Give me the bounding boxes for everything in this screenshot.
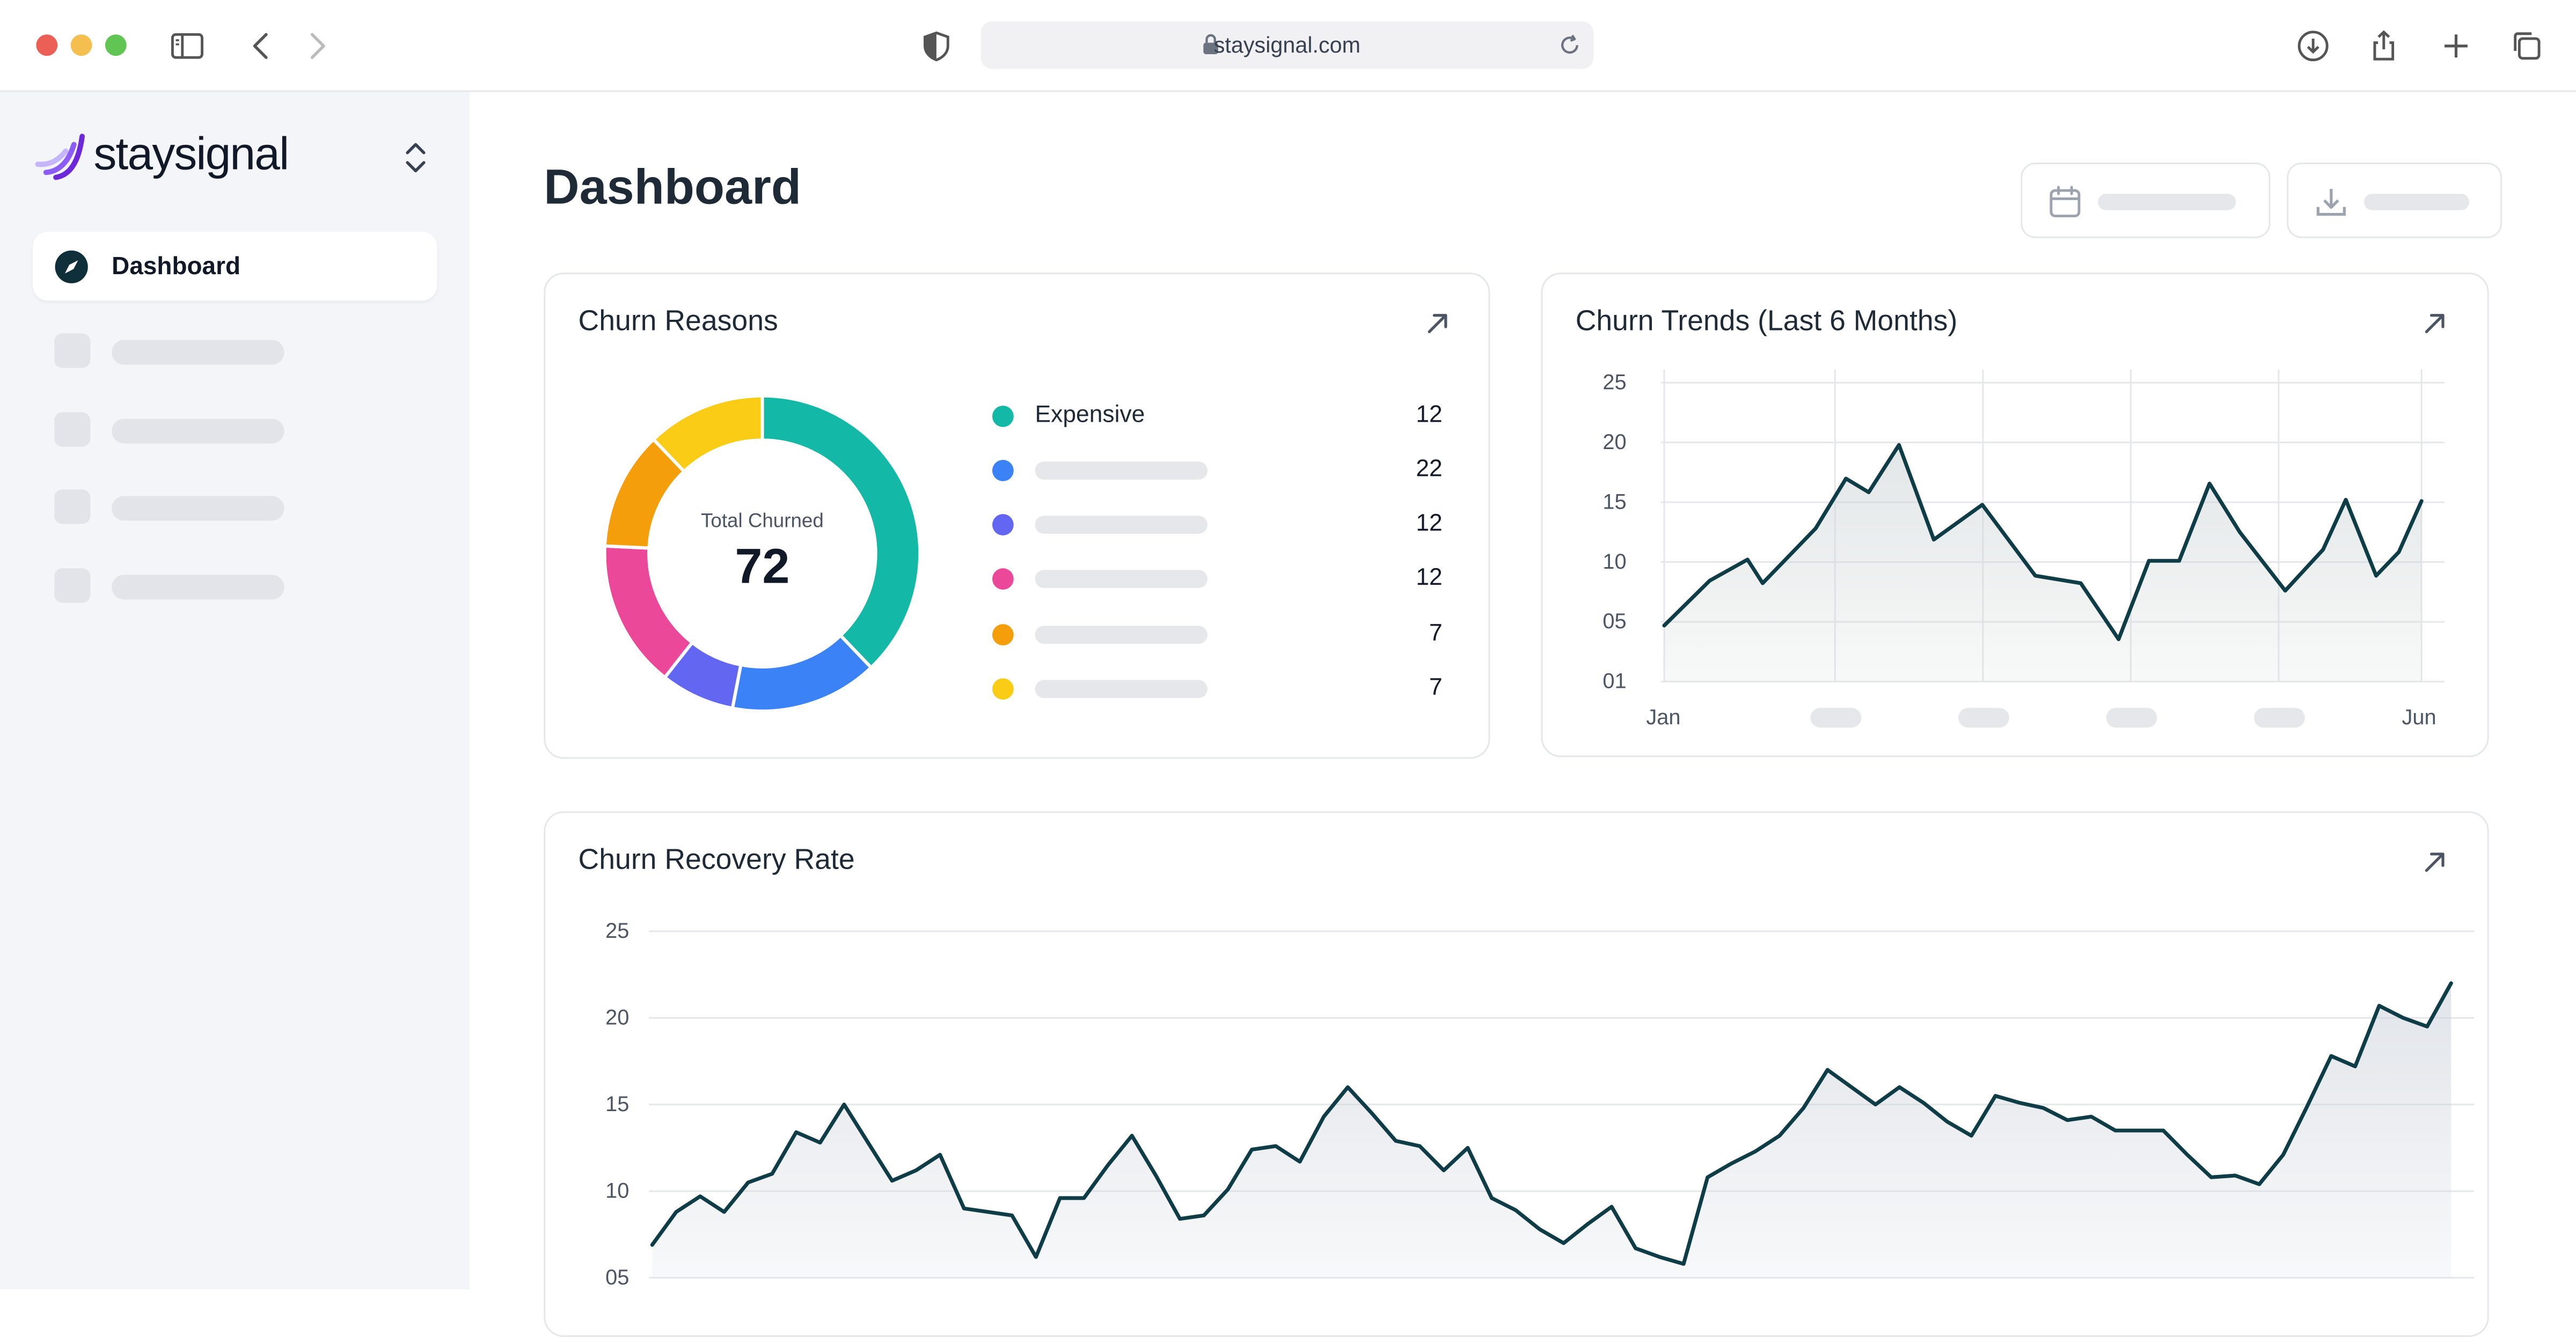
legend-item: 7 [992, 672, 1443, 704]
sidebar-item-placeholder-icon[interactable] [54, 412, 91, 447]
sidebar-item-label: Dashboard [112, 253, 241, 281]
x-axis-tick-label: Jan [1646, 704, 1681, 730]
legend-label-placeholder [1035, 516, 1208, 534]
series-line [1662, 443, 2424, 641]
donut-center-label: Total Churned [701, 509, 824, 532]
legend-value: 12 [1416, 402, 1443, 429]
expand-arrow-icon[interactable] [2421, 311, 2448, 337]
card-title: Churn Trends (Last 6 Months) [1575, 304, 1958, 337]
y-axis-tick-label: 25 [1602, 371, 1626, 394]
sidebar-item-placeholder-label[interactable] [112, 496, 284, 521]
x-axis-tick-placeholder [1958, 708, 2009, 728]
sidebar-item-placeholder-label[interactable] [112, 340, 284, 365]
churn-recovery-line-chart: 25 20 15 10 05 [605, 919, 2475, 1289]
legend-value: 7 [1429, 675, 1443, 702]
x-axis-tick-placeholder [1810, 708, 1862, 728]
expand-arrow-icon[interactable] [2421, 849, 2448, 876]
area-fill [1664, 445, 2422, 682]
date-range-button[interactable] [2021, 163, 2271, 238]
expand-arrow-icon[interactable] [1424, 311, 1451, 337]
y-axis-tick-label: 10 [605, 1179, 629, 1202]
tab-overview-icon[interactable] [2508, 28, 2544, 64]
sidebar-item-dashboard[interactable]: Dashboard [33, 231, 437, 301]
x-axis-tick-label: Jun [2402, 704, 2436, 730]
legend-item: Expensive 12 [992, 399, 1443, 432]
close-window-button[interactable] [36, 34, 58, 56]
sidebar-item-placeholder-label[interactable] [112, 418, 284, 444]
legend-dot [992, 514, 1014, 535]
date-range-placeholder [2098, 194, 2236, 210]
y-axis-tick-label: 10 [1602, 550, 1626, 574]
legend-item: 12 [992, 508, 1443, 540]
y-axis-tick-label: 01 [1602, 670, 1626, 693]
legend-item: 22 [992, 453, 1443, 486]
page-title: Dashboard [544, 160, 801, 216]
browser-toolbar: staysignal.com [0, 0, 2576, 92]
brand-name: staysignal [93, 128, 289, 179]
y-axis-tick-label: 25 [605, 919, 629, 943]
series-line [650, 981, 2453, 1266]
legend-label-placeholder [1035, 461, 1208, 480]
sidebar-item-placeholder-icon[interactable] [54, 568, 91, 603]
shield-icon[interactable] [918, 28, 954, 64]
legend-dot [992, 406, 1014, 427]
y-axis-tick-label: 20 [1602, 430, 1626, 454]
address-bar[interactable]: staysignal.com [980, 21, 1594, 69]
sidebar-item-placeholder-icon[interactable] [54, 489, 91, 524]
download-icon [2316, 189, 2346, 216]
sidebar-item-placeholder-label[interactable] [112, 575, 284, 600]
churn-trends-line-chart: 25 20 15 10 05 01 [1602, 369, 2445, 693]
y-axis-tick-label: 20 [605, 1005, 629, 1029]
churn-reasons-donut-chart [603, 394, 922, 713]
donut-slice [760, 394, 922, 670]
legend-dot [992, 568, 1014, 590]
reload-icon[interactable] [1557, 33, 1582, 57]
workspace-switcher-icon[interactable] [401, 138, 430, 177]
donut-slice [730, 633, 874, 713]
legend-label-placeholder [1035, 626, 1208, 644]
donut-slice [651, 394, 764, 474]
legend-value: 12 [1416, 511, 1443, 538]
staysignal-logo-icon [35, 134, 85, 180]
legend-label-placeholder [1035, 570, 1208, 588]
x-axis-tick-placeholder [2106, 708, 2157, 728]
area-fill [652, 983, 2451, 1278]
legend-value: 12 [1416, 565, 1443, 592]
compass-icon [55, 250, 88, 284]
legend-dot [992, 624, 1014, 646]
y-axis-tick-label: 15 [605, 1092, 629, 1116]
calendar-icon [2050, 186, 2081, 217]
export-button[interactable] [2287, 163, 2502, 238]
card-title: Churn Reasons [578, 304, 778, 337]
y-axis-tick-label: 05 [1602, 609, 1626, 633]
downloads-icon[interactable] [2295, 28, 2331, 64]
export-placeholder [2364, 194, 2469, 210]
legend-label-placeholder [1035, 680, 1208, 699]
x-axis-tick-placeholder [2253, 708, 2305, 728]
legend-item: 7 [992, 618, 1443, 650]
back-icon[interactable] [243, 28, 279, 64]
card-title: Churn Recovery Rate [578, 842, 855, 876]
legend-value: 7 [1429, 621, 1443, 648]
y-axis-tick-label: 15 [1602, 490, 1626, 513]
url-text: staysignal.com [1213, 33, 1361, 58]
minimize-window-button[interactable] [70, 34, 92, 56]
share-icon[interactable] [2366, 28, 2402, 64]
sidebar-item-placeholder-icon[interactable] [54, 333, 91, 368]
legend-dot [992, 678, 1014, 700]
donut-center-value: 72 [735, 540, 790, 595]
new-tab-icon[interactable] [2438, 28, 2474, 64]
legend-item: 12 [992, 562, 1443, 594]
forward-icon[interactable] [299, 28, 335, 64]
legend-label: Expensive [1035, 402, 1145, 429]
legend-dot [992, 460, 1014, 481]
maximize-window-button[interactable] [105, 34, 127, 56]
legend-value: 22 [1416, 457, 1443, 483]
lock-icon [1203, 34, 1218, 55]
sidebar-toggle-icon[interactable] [169, 28, 205, 64]
y-axis-tick-label: 05 [605, 1266, 629, 1289]
